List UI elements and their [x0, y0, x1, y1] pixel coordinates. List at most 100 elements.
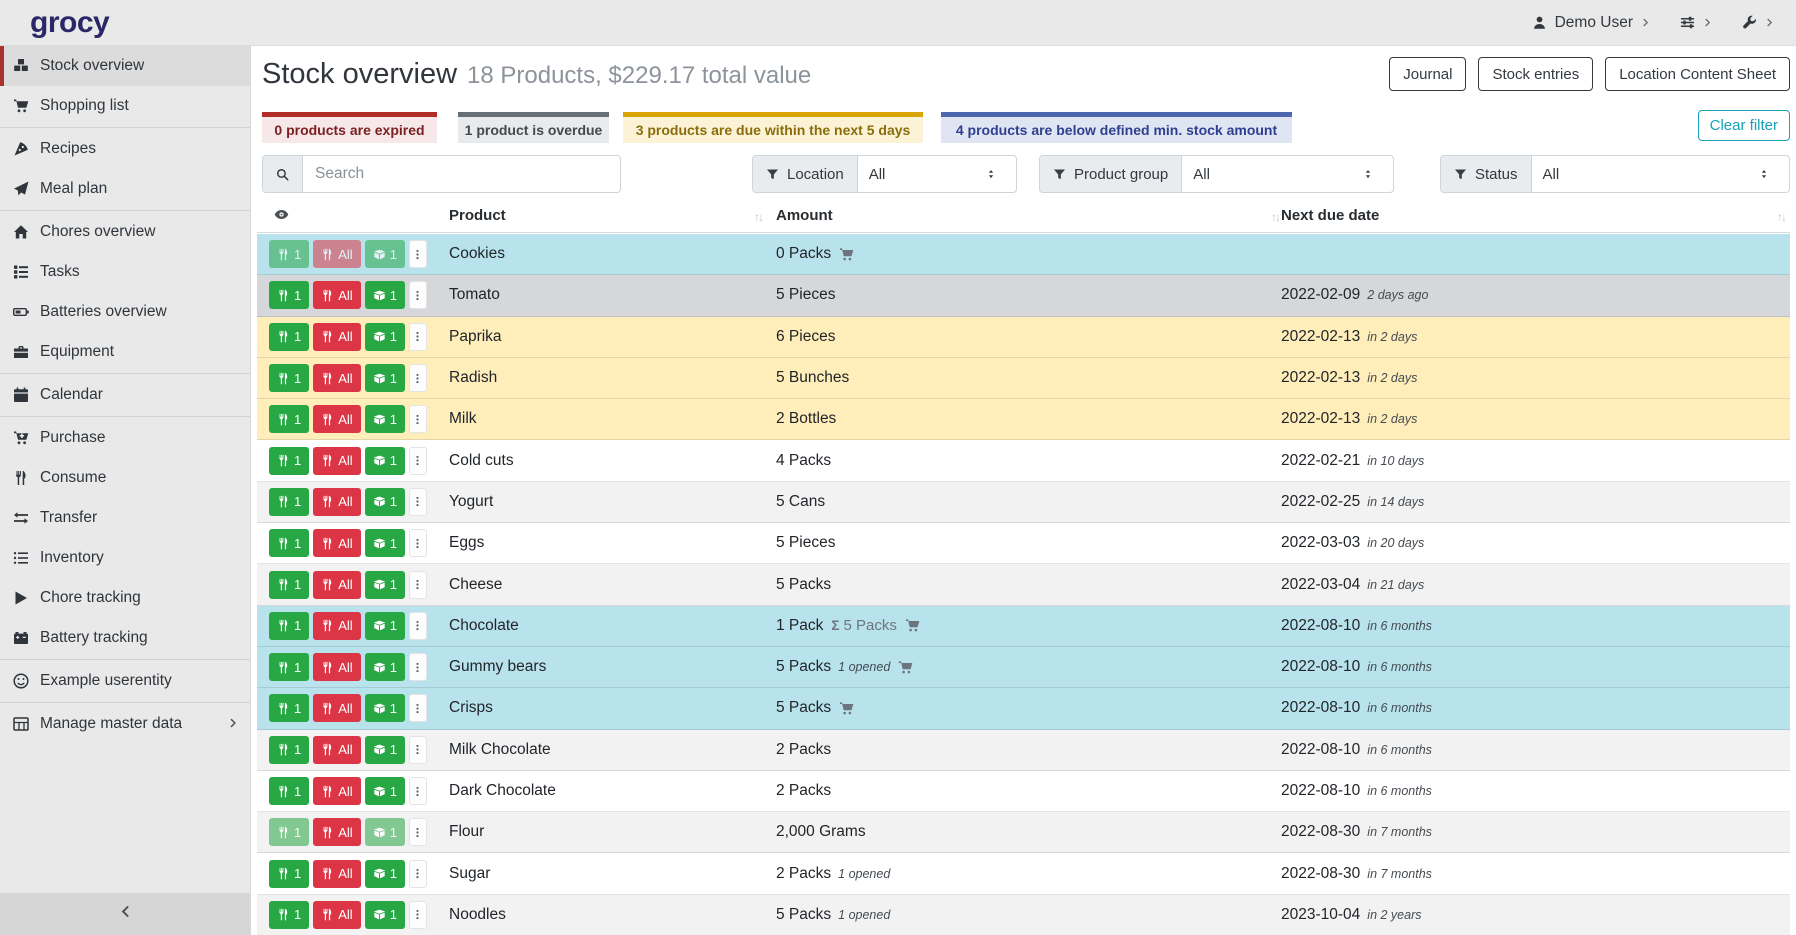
row-menu-button[interactable]	[408, 653, 427, 682]
status-card-due-soon[interactable]: 3 products are due within the next 5 day…	[623, 112, 923, 143]
app-logo[interactable]: grocy	[30, 5, 110, 39]
row-menu-button[interactable]	[408, 859, 427, 888]
consume-one-button[interactable]: 1	[269, 364, 310, 393]
sort-icon[interactable]: ↑↓	[754, 210, 764, 224]
consume-one-button[interactable]: 1	[269, 653, 310, 682]
sidebar-item-chores-overview[interactable]: Chores overview	[0, 212, 250, 252]
consume-all-button[interactable]: All	[313, 364, 361, 393]
sidebar-item-purchase[interactable]: Purchase	[0, 418, 250, 458]
open-one-button[interactable]: 1	[364, 281, 405, 310]
row-menu-button[interactable]	[408, 570, 427, 599]
consume-all-button[interactable]: All	[313, 281, 361, 310]
row-menu-button[interactable]	[408, 281, 427, 310]
sidebar-item-batteries-overview[interactable]: Batteries overview	[0, 292, 250, 332]
consume-one-button[interactable]: 1	[269, 570, 310, 599]
open-one-button[interactable]: 1	[364, 653, 405, 682]
consume-all-button[interactable]: All	[313, 777, 361, 805]
consume-all-button[interactable]: All	[313, 240, 361, 269]
sidebar-item-consume[interactable]: Consume	[0, 458, 250, 498]
stock-entries-button[interactable]: Stock entries	[1478, 57, 1594, 91]
open-one-button[interactable]: 1	[364, 611, 405, 640]
sidebar-item-shopping-list[interactable]: Shopping list	[0, 86, 250, 126]
consume-one-button[interactable]: 1	[269, 529, 310, 558]
row-menu-button[interactable]	[408, 900, 427, 929]
sidebar-item-manage-master-data[interactable]: Manage master data	[0, 704, 250, 744]
consume-one-button[interactable]: 1	[269, 859, 310, 888]
status-card-overdue[interactable]: 1 product is overdue	[458, 112, 609, 143]
sidebar-item-calendar[interactable]: Calendar	[0, 375, 250, 415]
consume-one-button[interactable]: 1	[269, 818, 310, 847]
open-one-button[interactable]: 1	[364, 777, 405, 805]
open-one-button[interactable]: 1	[364, 859, 405, 888]
consume-all-button[interactable]: All	[313, 694, 361, 723]
consume-one-button[interactable]: 1	[269, 240, 310, 269]
open-one-button[interactable]: 1	[364, 529, 405, 558]
location-filter-select[interactable]: All	[858, 156, 1016, 192]
consume-all-button[interactable]: All	[313, 900, 361, 929]
sidebar-item-stock-overview[interactable]: Stock overview	[0, 46, 250, 86]
journal-button[interactable]: Journal	[1389, 57, 1467, 91]
status-card-expired[interactable]: 0 products are expired	[262, 112, 437, 143]
column-header-amount[interactable]: Amount	[776, 207, 833, 224]
consume-one-button[interactable]: 1	[269, 487, 310, 516]
status-filter-select[interactable]: All	[1532, 156, 1789, 192]
column-header-next-due-date[interactable]: Next due date	[1281, 207, 1380, 224]
consume-all-button[interactable]: All	[313, 405, 361, 434]
open-one-button[interactable]: 1	[364, 405, 405, 434]
row-menu-button[interactable]	[408, 529, 427, 558]
open-one-button[interactable]: 1	[364, 364, 405, 393]
row-menu-button[interactable]	[408, 611, 427, 640]
clear-filter-button[interactable]: Clear filter	[1697, 110, 1790, 141]
sidebar-item-meal-plan[interactable]: Meal plan	[0, 169, 250, 209]
open-one-button[interactable]: 1	[364, 487, 405, 516]
consume-all-button[interactable]: All	[313, 322, 361, 351]
row-menu-button[interactable]	[408, 240, 427, 269]
product-group-filter-select[interactable]: All	[1182, 156, 1393, 192]
sidebar-item-recipes[interactable]: Recipes	[0, 129, 250, 169]
sidebar-item-battery-tracking[interactable]: Battery tracking	[0, 618, 250, 658]
consume-all-button[interactable]: All	[313, 487, 361, 516]
row-menu-button[interactable]	[408, 777, 427, 805]
consume-all-button[interactable]: All	[313, 818, 361, 847]
open-one-button[interactable]: 1	[364, 240, 405, 269]
eye-icon[interactable]	[274, 207, 289, 222]
sidebar-item-tasks[interactable]: Tasks	[0, 252, 250, 292]
location-content-sheet-button[interactable]: Location Content Sheet	[1605, 57, 1790, 91]
consume-all-button[interactable]: All	[313, 529, 361, 558]
consume-one-button[interactable]: 1	[269, 735, 310, 764]
row-menu-button[interactable]	[408, 322, 427, 351]
sort-icon[interactable]: ↑↓	[1777, 210, 1787, 224]
open-one-button[interactable]: 1	[364, 322, 405, 351]
row-menu-button[interactable]	[408, 818, 427, 847]
status-card-below-min[interactable]: 4 products are below defined min. stock …	[941, 112, 1292, 143]
column-header-product[interactable]: Product	[449, 207, 506, 224]
open-one-button[interactable]: 1	[364, 735, 405, 764]
sidebar-item-equipment[interactable]: Equipment	[0, 332, 250, 372]
consume-all-button[interactable]: All	[313, 859, 361, 888]
sidebar-item-example-userentity[interactable]: Example userentity	[0, 661, 250, 701]
open-one-button[interactable]: 1	[364, 446, 405, 475]
row-menu-button[interactable]	[408, 694, 427, 723]
consume-one-button[interactable]: 1	[269, 322, 310, 351]
consume-all-button[interactable]: All	[313, 611, 361, 640]
open-one-button[interactable]: 1	[364, 818, 405, 847]
sidebar-item-transfer[interactable]: Transfer	[0, 498, 250, 538]
admin-tools-menu[interactable]	[1742, 15, 1774, 30]
consume-one-button[interactable]: 1	[269, 694, 310, 723]
consume-one-button[interactable]: 1	[269, 611, 310, 640]
row-menu-button[interactable]	[408, 487, 427, 516]
open-one-button[interactable]: 1	[364, 570, 405, 599]
user-menu[interactable]: Demo User	[1532, 14, 1650, 32]
consume-one-button[interactable]: 1	[269, 405, 310, 434]
consume-all-button[interactable]: All	[313, 570, 361, 599]
sidebar-item-chore-tracking[interactable]: Chore tracking	[0, 578, 250, 618]
row-menu-button[interactable]	[408, 446, 427, 475]
sort-icon[interactable]: ↑↓	[1271, 210, 1281, 224]
row-menu-button[interactable]	[408, 405, 427, 434]
open-one-button[interactable]: 1	[364, 694, 405, 723]
consume-all-button[interactable]: All	[313, 735, 361, 764]
sidebar-item-inventory[interactable]: Inventory	[0, 538, 250, 578]
settings-menu[interactable]	[1680, 15, 1712, 30]
consume-all-button[interactable]: All	[313, 446, 361, 475]
consume-all-button[interactable]: All	[313, 653, 361, 682]
